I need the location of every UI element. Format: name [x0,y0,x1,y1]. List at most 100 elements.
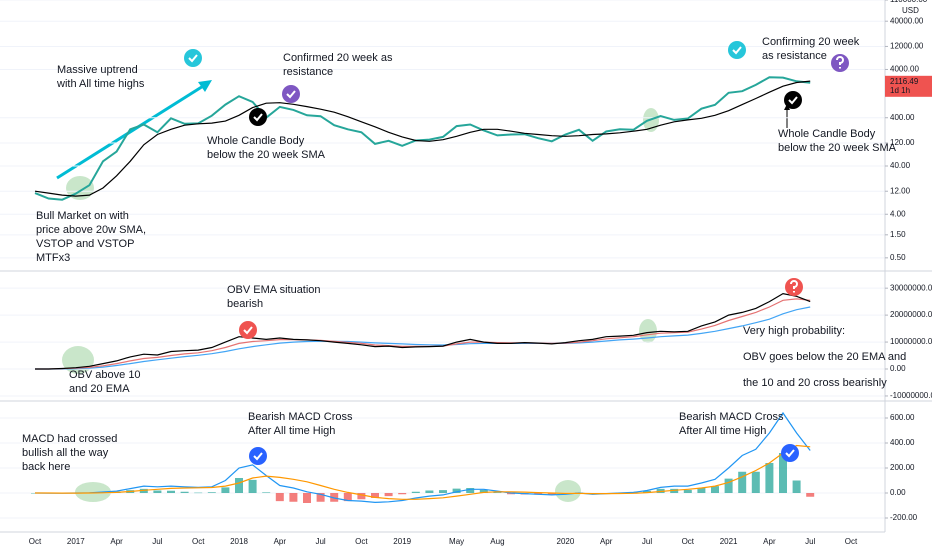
highlight [555,480,581,502]
annotation: Bearish MACD Cross [679,411,784,423]
histogram-bar [235,478,243,493]
annotation: Whole Candle Body [207,135,305,147]
x-tick-label: Apr [110,537,123,546]
histogram-bar [357,493,366,500]
icon [784,91,802,109]
histogram-bar [221,487,230,493]
y-tick-label: 0.00 [890,488,906,497]
histogram-bar [452,488,461,493]
y-tick-label: 10000000.00 [890,337,932,346]
icon-check [188,54,198,63]
histogram-bar [493,492,502,493]
annotation: MTFx3 [36,252,70,264]
histogram-bar [316,493,325,502]
arrow-head [784,104,790,110]
x-tick-label: Oct [845,537,858,546]
histogram-bar [262,492,271,493]
y-tick-label: 110000.00 [890,0,928,4]
histogram-bar [330,493,339,502]
histogram-bar [303,493,311,503]
annotation: After All time High [248,425,335,437]
annotation: below the 20 week SMA [778,142,897,154]
histogram-bar [466,488,475,493]
x-tick-label: Oct [355,537,368,546]
histogram-bar [765,463,774,493]
histogram-bar [167,490,175,493]
annotation: resistance [283,66,333,78]
histogram-bar [439,490,447,493]
icon-check [243,326,253,335]
annotation: and 20 EMA [69,383,130,395]
histogram-bar [670,488,679,493]
y-tick-label: 40.00 [890,161,911,170]
histogram-bar [547,493,556,495]
histogram-bar [289,493,298,502]
y-tick-label: 1.50 [890,230,906,239]
series-line [34,80,811,197]
annotation: OBV above 10 [69,369,141,381]
histogram-bar [371,493,379,498]
x-tick-label: Jul [152,537,162,546]
x-tick-label: Aug [490,537,504,546]
icon [184,49,202,67]
y-tick-label: 0.50 [890,253,906,262]
y-tick-label: 4000.00 [890,65,919,74]
icon [239,321,257,339]
histogram-bar [194,492,203,494]
histogram-bar [738,471,747,493]
histogram-bar [180,491,189,493]
y-tick-label: -200.00 [890,513,918,522]
x-tick-label: Apr [600,537,613,546]
y-tick-label: 0.00 [890,364,906,373]
icon-check [788,96,798,105]
y-tick-label: 12.00 [890,186,911,195]
annotation: Very high probability: [743,325,845,337]
price-countdown: 1d 1h [890,86,910,95]
annotation: bullish all the way [22,447,109,459]
annotation: with All time highs [56,78,145,90]
histogram-bar [711,486,719,493]
annotation: Whole Candle Body [778,128,876,140]
histogram-bar [248,479,257,493]
x-tick-label: Oct [682,537,695,546]
y-tick-label: 200.00 [890,463,915,472]
icon [282,85,300,103]
histogram-bar [643,490,651,493]
x-tick-label: Jul [642,537,652,546]
arrow [56,81,209,180]
y-tick-label: 4.00 [890,209,906,218]
icon-check [732,46,742,55]
annotation: Bull Market on with [36,210,129,222]
y-tick-label: 40000.00 [890,16,924,25]
annotation: bearish [227,298,263,310]
x-tick-label: Apr [763,537,776,546]
x-tick-label: 2021 [720,537,738,546]
histogram-bar [779,453,787,493]
y-tick-label: 120.00 [890,138,915,147]
y-tick-label: 30000000.00 [890,283,932,292]
arrow-head [198,80,212,92]
histogram-bar [153,490,162,493]
histogram-bar [207,492,216,493]
annotation: OBV EMA situation [227,284,321,296]
x-tick-label: Oct [192,537,205,546]
x-tick-label: 2017 [67,537,85,546]
y-tick-label: 600.00 [890,413,915,422]
histogram-bar [479,489,488,493]
y-tick-label: 400.00 [890,113,915,122]
annotation: MACD had crossed [22,433,117,445]
y-tick-label: 20000000.00 [890,310,932,319]
y-tick-label: -10000000.00 [890,391,932,400]
histogram-bar [398,493,407,495]
icon-check [785,449,795,458]
grid [0,0,885,519]
annotation: After All time High [679,425,766,437]
x-tick-label: Apr [274,537,287,546]
icon [728,41,746,59]
annotation: back here [22,461,70,473]
icon-check [253,113,263,122]
price-label: 2116.49 [890,77,919,86]
icon-check [253,452,263,461]
